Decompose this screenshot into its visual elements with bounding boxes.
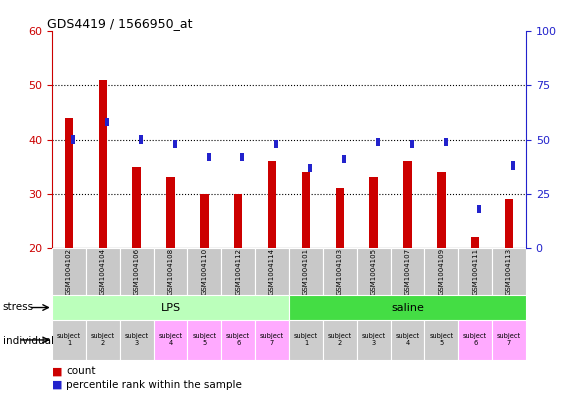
Bar bbox=[99, 80, 107, 248]
Text: subject
4: subject 4 bbox=[158, 333, 183, 347]
Text: GSM1004101: GSM1004101 bbox=[303, 248, 309, 295]
Bar bbox=[105, 118, 109, 126]
FancyBboxPatch shape bbox=[86, 248, 120, 295]
Text: GSM1004105: GSM1004105 bbox=[370, 248, 377, 295]
Text: subject
5: subject 5 bbox=[429, 333, 453, 347]
Text: subject
2: subject 2 bbox=[328, 333, 352, 347]
Text: GSM1004102: GSM1004102 bbox=[66, 248, 72, 295]
Bar bbox=[268, 161, 276, 248]
Text: GSM1004104: GSM1004104 bbox=[100, 248, 106, 295]
Text: GSM1004112: GSM1004112 bbox=[235, 248, 241, 295]
Text: subject
4: subject 4 bbox=[395, 333, 420, 347]
Bar bbox=[342, 155, 346, 163]
Bar bbox=[275, 140, 279, 148]
FancyBboxPatch shape bbox=[289, 295, 526, 320]
FancyBboxPatch shape bbox=[492, 320, 526, 360]
Text: GSM1004113: GSM1004113 bbox=[506, 248, 512, 295]
Bar bbox=[443, 138, 447, 146]
Bar bbox=[173, 140, 177, 148]
FancyBboxPatch shape bbox=[357, 320, 391, 360]
Text: GDS4419 / 1566950_at: GDS4419 / 1566950_at bbox=[47, 17, 193, 30]
Text: subject
6: subject 6 bbox=[226, 333, 250, 347]
FancyBboxPatch shape bbox=[424, 320, 458, 360]
Text: subject
7: subject 7 bbox=[260, 333, 284, 347]
Text: LPS: LPS bbox=[161, 303, 180, 312]
Text: GSM1004106: GSM1004106 bbox=[134, 248, 140, 295]
Bar bbox=[403, 161, 412, 248]
Text: subject
1: subject 1 bbox=[294, 333, 318, 347]
Text: individual: individual bbox=[3, 336, 54, 346]
Bar bbox=[336, 188, 344, 248]
FancyBboxPatch shape bbox=[52, 295, 289, 320]
FancyBboxPatch shape bbox=[391, 320, 424, 360]
FancyBboxPatch shape bbox=[154, 320, 187, 360]
FancyBboxPatch shape bbox=[323, 248, 357, 295]
FancyBboxPatch shape bbox=[221, 320, 255, 360]
Text: GSM1004114: GSM1004114 bbox=[269, 248, 275, 295]
Text: GSM1004111: GSM1004111 bbox=[472, 248, 478, 295]
FancyBboxPatch shape bbox=[458, 248, 492, 295]
Text: GSM1004103: GSM1004103 bbox=[337, 248, 343, 295]
FancyBboxPatch shape bbox=[458, 320, 492, 360]
Bar bbox=[302, 172, 310, 248]
Bar bbox=[206, 153, 210, 161]
Bar bbox=[308, 163, 312, 172]
Text: subject
6: subject 6 bbox=[463, 333, 487, 347]
FancyBboxPatch shape bbox=[289, 320, 323, 360]
Bar bbox=[437, 172, 446, 248]
Bar bbox=[132, 167, 141, 248]
Text: GSM1004107: GSM1004107 bbox=[405, 248, 410, 295]
FancyBboxPatch shape bbox=[255, 320, 289, 360]
Text: ■: ■ bbox=[52, 380, 62, 390]
Text: GSM1004109: GSM1004109 bbox=[438, 248, 444, 295]
Text: subject
5: subject 5 bbox=[192, 333, 216, 347]
FancyBboxPatch shape bbox=[391, 248, 424, 295]
Bar bbox=[471, 237, 479, 248]
Text: subject
1: subject 1 bbox=[57, 333, 81, 347]
Bar bbox=[512, 162, 516, 169]
FancyBboxPatch shape bbox=[424, 248, 458, 295]
FancyBboxPatch shape bbox=[120, 320, 154, 360]
Bar bbox=[139, 136, 143, 143]
Bar bbox=[71, 136, 75, 143]
FancyBboxPatch shape bbox=[492, 248, 526, 295]
Text: saline: saline bbox=[391, 303, 424, 312]
Bar bbox=[166, 177, 175, 248]
Bar bbox=[369, 177, 378, 248]
Text: percentile rank within the sample: percentile rank within the sample bbox=[66, 380, 242, 390]
FancyBboxPatch shape bbox=[154, 248, 187, 295]
Bar bbox=[477, 205, 481, 213]
FancyBboxPatch shape bbox=[187, 248, 221, 295]
Bar bbox=[505, 199, 513, 248]
FancyBboxPatch shape bbox=[120, 248, 154, 295]
Bar bbox=[240, 153, 244, 161]
Bar bbox=[410, 140, 414, 148]
FancyBboxPatch shape bbox=[357, 248, 391, 295]
FancyBboxPatch shape bbox=[323, 320, 357, 360]
Text: GSM1004110: GSM1004110 bbox=[201, 248, 208, 295]
FancyBboxPatch shape bbox=[221, 248, 255, 295]
FancyBboxPatch shape bbox=[52, 248, 86, 295]
Text: count: count bbox=[66, 366, 96, 376]
FancyBboxPatch shape bbox=[86, 320, 120, 360]
Text: subject
7: subject 7 bbox=[497, 333, 521, 347]
Text: subject
3: subject 3 bbox=[362, 333, 386, 347]
Text: ■: ■ bbox=[52, 366, 62, 376]
Text: stress: stress bbox=[3, 302, 34, 312]
Bar bbox=[376, 138, 380, 146]
Bar bbox=[234, 193, 242, 248]
Bar bbox=[200, 193, 209, 248]
FancyBboxPatch shape bbox=[187, 320, 221, 360]
FancyBboxPatch shape bbox=[255, 248, 289, 295]
Text: subject
3: subject 3 bbox=[125, 333, 149, 347]
Text: GSM1004108: GSM1004108 bbox=[168, 248, 173, 295]
Text: subject
2: subject 2 bbox=[91, 333, 115, 347]
FancyBboxPatch shape bbox=[289, 248, 323, 295]
Bar bbox=[65, 118, 73, 248]
FancyBboxPatch shape bbox=[52, 320, 86, 360]
